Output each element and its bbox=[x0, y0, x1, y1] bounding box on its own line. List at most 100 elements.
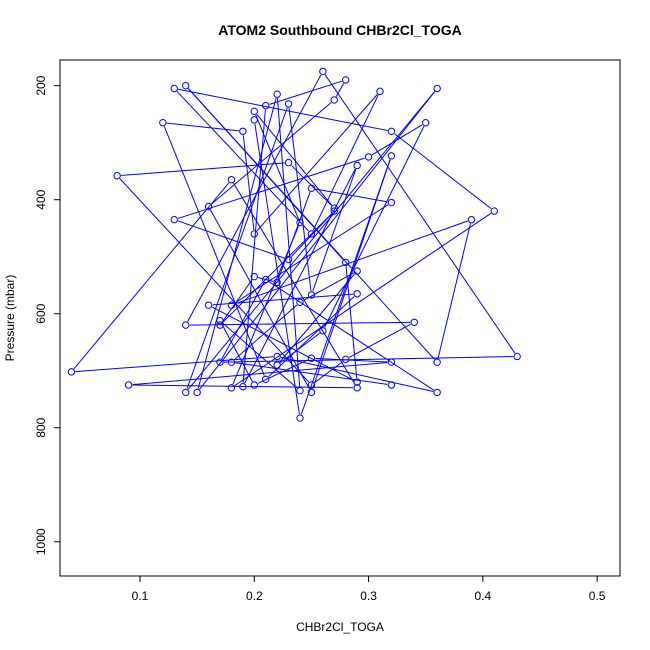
series-0-segment-2 bbox=[303, 272, 354, 301]
x-tick-label-0: 0.1 bbox=[132, 589, 149, 603]
series-0-point-8 bbox=[170, 215, 178, 224]
series-0-segment-46 bbox=[268, 281, 435, 391]
series-0-segment-25 bbox=[166, 122, 239, 132]
series-0-segment-29 bbox=[176, 91, 310, 232]
y-tick-label-1: 400 bbox=[34, 189, 48, 209]
series-lines bbox=[73, 74, 516, 415]
series-0-point-62 bbox=[284, 100, 293, 108]
series-0-point-11 bbox=[216, 321, 224, 329]
series-0-point-63 bbox=[307, 291, 316, 299]
series-0-point-4 bbox=[273, 361, 281, 369]
x-axis-label: CHBr2Cl_TOGA bbox=[296, 620, 384, 634]
series-0-segment-31 bbox=[394, 133, 492, 210]
series-0-segment-67 bbox=[335, 83, 345, 97]
series-0-point-52 bbox=[124, 381, 133, 389]
y-tick-label-2: 600 bbox=[34, 303, 48, 323]
series-0-segment-28 bbox=[312, 94, 379, 231]
y-tick-label-3: 800 bbox=[34, 417, 48, 437]
series-0-point-66 bbox=[262, 101, 270, 110]
series-0-segment-5 bbox=[324, 126, 425, 328]
series-0-segment-43 bbox=[324, 74, 516, 354]
series-0-segment-3 bbox=[279, 273, 355, 363]
series-0-segment-32 bbox=[234, 212, 492, 387]
series-0-point-71 bbox=[387, 152, 396, 160]
y-axis-label: Pressure (mbar) bbox=[3, 275, 17, 362]
series-0-segment-71 bbox=[300, 159, 391, 415]
series-0-segment-12 bbox=[258, 277, 274, 282]
series-0-point-68 bbox=[330, 96, 338, 104]
x-tick-label-3: 0.4 bbox=[475, 589, 492, 603]
series-0-point-0 bbox=[387, 381, 396, 389]
y-tick-label-0: 200 bbox=[34, 75, 48, 95]
series-0-point-25 bbox=[159, 119, 167, 127]
series-0-segment-42 bbox=[187, 74, 322, 322]
series-0-point-53 bbox=[387, 358, 396, 366]
series-0-point-43 bbox=[319, 67, 327, 76]
series-0-point-49 bbox=[67, 368, 76, 376]
series-0-point-39 bbox=[307, 381, 316, 389]
series-0-segment-59 bbox=[199, 91, 436, 390]
series-0-point-21 bbox=[353, 378, 361, 386]
series-0-segment-44 bbox=[223, 356, 514, 363]
series-0-point-20 bbox=[342, 258, 350, 267]
series-0-point-22 bbox=[204, 301, 213, 309]
series-0-segment-53 bbox=[315, 357, 388, 363]
series-0-point-19 bbox=[182, 81, 190, 90]
x-axis: 0.1 0.2 0.3 0.4 0.5 bbox=[132, 576, 606, 603]
series-0-point-29 bbox=[307, 230, 316, 238]
series-0-point-58 bbox=[273, 90, 281, 98]
series-0-segment-24 bbox=[163, 126, 265, 376]
series-0-point-27 bbox=[250, 230, 258, 238]
series-0-segment-41 bbox=[189, 321, 411, 326]
series-0-point-73 bbox=[250, 116, 258, 124]
x-tick-label-4: 0.5 bbox=[589, 589, 606, 603]
series-0-point-7 bbox=[364, 153, 373, 161]
series-0-segment-30 bbox=[178, 88, 388, 131]
series-0-segment-47 bbox=[280, 356, 434, 393]
series-0-point-38 bbox=[113, 172, 121, 180]
series-0-segment-62 bbox=[288, 107, 312, 291]
series-0-point-37 bbox=[284, 158, 293, 167]
series-0-point-31 bbox=[387, 127, 396, 135]
series-0-point-56 bbox=[216, 316, 224, 325]
series-0-point-18 bbox=[433, 358, 441, 366]
series-0-point-6 bbox=[422, 119, 430, 127]
x-tick-label-1: 0.2 bbox=[246, 589, 263, 603]
series-0-point-51 bbox=[353, 384, 361, 392]
series-0-point-5 bbox=[319, 327, 327, 335]
series-0-point-57 bbox=[296, 386, 304, 395]
series-0-point-54 bbox=[307, 354, 316, 362]
series-0-point-47 bbox=[433, 388, 441, 397]
series-0-point-9 bbox=[284, 255, 293, 264]
series-0-segment-35 bbox=[256, 114, 333, 206]
series-0-point-69 bbox=[204, 202, 213, 211]
series-points bbox=[67, 67, 521, 422]
series-0-point-44 bbox=[513, 352, 521, 361]
y-tick-label-4: 1000 bbox=[34, 528, 48, 555]
series-0-point-55 bbox=[250, 381, 258, 389]
series-0-point-15 bbox=[387, 198, 396, 207]
series-0-point-72 bbox=[296, 414, 304, 422]
series-0-segment-57 bbox=[276, 98, 301, 387]
series-0-segment-65 bbox=[242, 109, 266, 383]
series-0-point-48 bbox=[273, 352, 281, 361]
series-0-point-40 bbox=[342, 355, 350, 364]
series-0-point-12 bbox=[250, 272, 258, 281]
series-0-point-33 bbox=[227, 384, 236, 392]
series-0-point-59 bbox=[193, 388, 201, 397]
series-0-point-42 bbox=[182, 321, 190, 329]
series-0-segment-52 bbox=[132, 362, 388, 386]
series-0-point-10 bbox=[330, 207, 338, 215]
series-0-segment-51 bbox=[132, 384, 354, 389]
series-0-segment-50 bbox=[233, 182, 356, 385]
series-0-segment-27 bbox=[256, 94, 378, 232]
series-0-point-17 bbox=[467, 215, 476, 224]
series-0-segment-16 bbox=[235, 220, 468, 305]
series-0-point-32 bbox=[490, 207, 498, 215]
series-0-segment-68 bbox=[211, 102, 332, 205]
series-0-point-67 bbox=[342, 76, 350, 84]
series-0-point-41 bbox=[410, 318, 418, 326]
series-0-segment-17 bbox=[437, 223, 471, 359]
series-0-segment-7 bbox=[177, 157, 365, 219]
